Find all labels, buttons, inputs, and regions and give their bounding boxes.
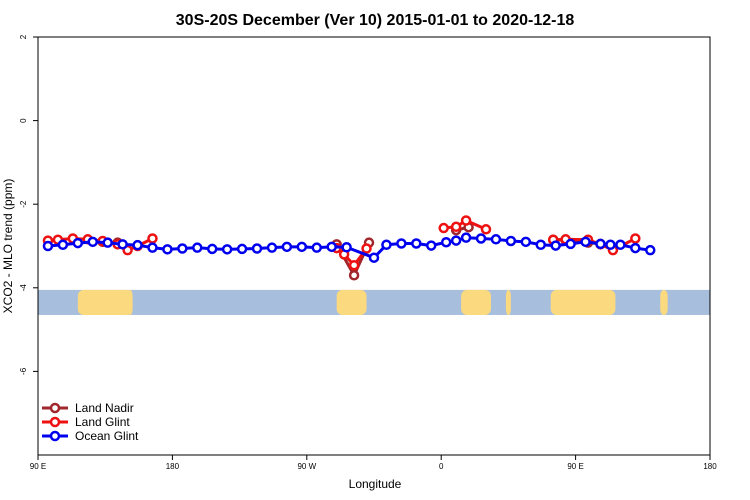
data-point-ocean-glint-12 <box>221 244 233 255</box>
chart-title: 30S-20S December (Ver 10) 2015-01-01 to … <box>176 12 575 29</box>
legend-item-land-glint: Land Glint <box>42 415 130 429</box>
data-point-land-glint-12 <box>361 243 372 254</box>
legend-label-land-glint: Land Glint <box>75 415 130 429</box>
data-point-ocean-glint-5 <box>117 239 128 250</box>
legend-item-land-nadir: Land Nadir <box>42 401 134 415</box>
legend-item-ocean-glint: Ocean Glint <box>42 429 139 443</box>
y-tick-label-2: -2 <box>19 200 28 208</box>
series-layer <box>42 215 656 281</box>
data-point-ocean-glint-11 <box>206 243 218 255</box>
x-tick-label-1: 180 <box>166 462 180 471</box>
map-land-0 <box>77 289 133 315</box>
y-axis: 2 0 -2 -4 -6 <box>19 34 38 375</box>
data-point-ocean-glint-17 <box>296 241 308 253</box>
data-point-ocean-glint-28 <box>460 232 472 243</box>
legend-label-ocean-glint: Ocean Glint <box>75 429 139 443</box>
series-line-land-glint-2 <box>443 219 487 231</box>
y-tick-label-4: -6 <box>19 367 28 375</box>
data-point-ocean-glint-2 <box>72 237 84 249</box>
x-tick-label-5: 180 <box>703 462 717 471</box>
data-point-ocean-glint-13 <box>236 243 248 255</box>
x-tick-label-3: 0 <box>439 462 444 471</box>
data-point-ocean-glint-31 <box>505 235 517 247</box>
series-land-nadir <box>97 221 606 281</box>
map-band <box>38 289 710 315</box>
x-tick-label-0: 90 E <box>30 462 46 471</box>
data-point-ocean-glint-0 <box>42 240 54 252</box>
data-point-ocean-glint-4 <box>102 237 113 248</box>
data-point-ocean-glint-33 <box>535 239 547 250</box>
data-point-ocean-glint-27 <box>450 235 462 246</box>
map-land-3 <box>550 289 616 315</box>
map-land-6 <box>660 289 668 315</box>
legend-label-land-nadir: Land Nadir <box>75 401 134 415</box>
legend-marker-ocean-glint <box>49 430 61 442</box>
data-point-ocean-glint-24 <box>411 238 422 249</box>
data-point-ocean-glint-10 <box>192 242 203 253</box>
data-point-ocean-glint-35 <box>565 238 576 250</box>
data-point-ocean-glint-22 <box>381 239 392 250</box>
data-point-land-glint-16 <box>480 224 492 235</box>
legend-marker-land-glint <box>49 416 61 428</box>
data-point-land-nadir-3 <box>348 270 360 281</box>
data-point-ocean-glint-3 <box>87 236 99 248</box>
data-point-land-glint-8 <box>147 233 158 244</box>
map-land-5 <box>555 289 561 315</box>
plot-frame <box>37 36 711 456</box>
data-point-land-glint-14 <box>450 221 462 233</box>
data-point-ocean-glint-21 <box>368 252 380 263</box>
data-point-ocean-glint-38 <box>605 239 616 250</box>
data-point-ocean-glint-36 <box>580 236 591 248</box>
y-tick-label-0: 2 <box>19 34 28 39</box>
data-point-ocean-glint-39 <box>615 239 626 250</box>
data-point-ocean-glint-9 <box>177 243 188 254</box>
data-point-ocean-glint-14 <box>251 243 263 254</box>
data-point-ocean-glint-16 <box>281 241 293 253</box>
data-point-ocean-glint-37 <box>595 238 606 250</box>
legend: Land Nadir Land Glint Ocean Glint <box>42 401 139 443</box>
data-point-ocean-glint-26 <box>440 236 452 248</box>
series-ocean-glint <box>42 232 656 263</box>
data-point-land-glint-11 <box>348 259 360 271</box>
data-point-ocean-glint-7 <box>147 242 158 253</box>
data-point-ocean-glint-1 <box>57 239 69 250</box>
data-point-ocean-glint-15 <box>266 242 278 253</box>
data-point-land-glint-13 <box>438 222 449 234</box>
y-tick-label-3: -4 <box>19 284 28 292</box>
data-point-ocean-glint-41 <box>645 244 656 256</box>
data-point-ocean-glint-29 <box>475 233 487 244</box>
x-axis-label: Longitude <box>349 477 402 491</box>
map-land-1 <box>336 289 367 315</box>
map-land-7 <box>505 289 511 315</box>
data-point-ocean-glint-32 <box>520 236 532 248</box>
data-point-ocean-glint-8 <box>162 244 173 255</box>
data-point-ocean-glint-18 <box>311 242 323 253</box>
data-point-ocean-glint-23 <box>396 238 407 249</box>
data-point-ocean-glint-40 <box>630 242 641 254</box>
data-point-ocean-glint-30 <box>490 234 502 245</box>
x-tick-label-2: 90 W <box>297 462 316 471</box>
x-tick-label-4: 90 E <box>567 462 583 471</box>
map-land-4 <box>127 289 133 315</box>
data-point-ocean-glint-20 <box>341 242 352 253</box>
data-point-ocean-glint-25 <box>425 240 437 251</box>
data-point-ocean-glint-6 <box>132 239 143 251</box>
data-point-land-glint-15 <box>460 215 472 226</box>
map-land-2 <box>461 289 491 315</box>
legend-marker-land-nadir <box>49 402 61 414</box>
data-point-land-glint-22 <box>630 233 641 244</box>
data-point-ocean-glint-34 <box>550 240 561 251</box>
y-axis-label: XCO2 - MLO trend (ppm) <box>1 179 15 314</box>
y-tick-label-1: 0 <box>19 118 28 123</box>
data-point-ocean-glint-19 <box>326 241 337 253</box>
x-axis: 90 E 180 90 W 0 90 E 180 <box>30 455 717 471</box>
